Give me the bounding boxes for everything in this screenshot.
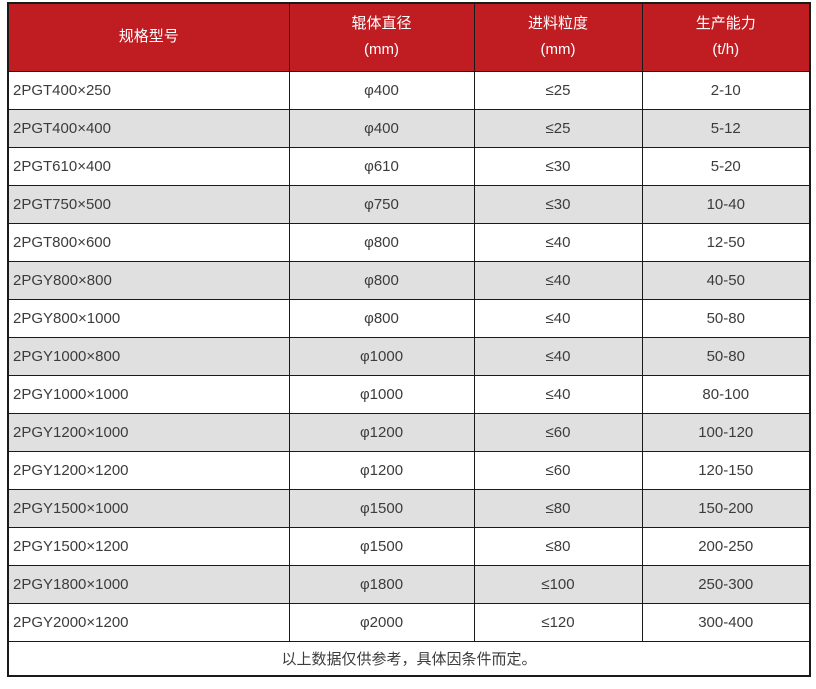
column-header-capacity-label: 生产能力 — [695, 15, 756, 33]
capacity-cell: 200-250 — [641, 526, 811, 566]
feed-size-cell: ≤30 — [473, 184, 643, 224]
capacity-cell: 250-300 — [641, 564, 811, 604]
model-cell: 2PGY2000×1200 — [7, 602, 290, 642]
column-header-roller-diameter-label: 辊体直径 — [351, 15, 412, 33]
feed-size-cell: ≤40 — [473, 260, 643, 300]
capacity-cell: 300-400 — [641, 602, 811, 642]
table-row: 2PGT800×600 φ800 ≤40 12-50 — [7, 222, 811, 262]
model-cell: 2PGY800×1000 — [7, 298, 290, 338]
spec-table-footer: 以上数据仅供参考，具体因条件而定。 — [7, 640, 811, 677]
diameter-cell: φ1000 — [288, 374, 475, 414]
capacity-cell: 5-12 — [641, 108, 811, 148]
diameter-cell: φ800 — [288, 298, 475, 338]
diameter-cell: φ1500 — [288, 488, 475, 528]
feed-size-cell: ≤80 — [473, 526, 643, 566]
spec-table: 规格型号 辊体直径 (mm) 进料粒度 (mm) 生产能力 (t/h) 2PGT… — [7, 2, 811, 677]
model-cell: 2PGT400×400 — [7, 108, 290, 148]
table-row: 2PGY1200×1200 φ1200 ≤60 120-150 — [7, 450, 811, 490]
model-cell: 2PGY800×800 — [7, 260, 290, 300]
column-header-feed-size-unit: (mm) — [540, 41, 576, 59]
footer-row: 以上数据仅供参考，具体因条件而定。 — [7, 640, 811, 677]
column-header-feed-size: 进料粒度 (mm) — [473, 2, 643, 72]
model-cell: 2PGY1800×1000 — [7, 564, 290, 604]
diameter-cell: φ610 — [288, 146, 475, 186]
table-row: 2PGY1000×800 φ1000 ≤40 50-80 — [7, 336, 811, 376]
table-row: 2PGT610×400 φ610 ≤30 5-20 — [7, 146, 811, 186]
capacity-cell: 80-100 — [641, 374, 811, 414]
table-row: 2PGY800×1000 φ800 ≤40 50-80 — [7, 298, 811, 338]
spec-table-body: 2PGT400×250 φ400 ≤25 2-10 2PGT400×400 φ400 ≤25… — [7, 70, 811, 642]
capacity-cell: 50-80 — [641, 298, 811, 338]
model-cell: 2PGY1200×1000 — [7, 412, 290, 452]
model-cell: 2PGY1000×800 — [7, 336, 290, 376]
diameter-cell: φ1500 — [288, 526, 475, 566]
diameter-cell: φ800 — [288, 222, 475, 262]
column-header-capacity-unit: (t/h) — [712, 41, 740, 59]
model-cell: 2PGY1500×1200 — [7, 526, 290, 566]
column-header-capacity: 生产能力 (t/h) — [641, 2, 811, 72]
table-row: 2PGY1500×1200 φ1500 ≤80 200-250 — [7, 526, 811, 566]
diameter-cell: φ750 — [288, 184, 475, 224]
capacity-cell: 12-50 — [641, 222, 811, 262]
table-row: 2PGY800×800 φ800 ≤40 40-50 — [7, 260, 811, 300]
feed-size-cell: ≤120 — [473, 602, 643, 642]
table-row: 2PGY1500×1000 φ1500 ≤80 150-200 — [7, 488, 811, 528]
capacity-cell: 40-50 — [641, 260, 811, 300]
table-row: 2PGY2000×1200 φ2000 ≤120 300-400 — [7, 602, 811, 642]
model-cell: 2PGY1500×1000 — [7, 488, 290, 528]
feed-size-cell: ≤30 — [473, 146, 643, 186]
feed-size-cell: ≤40 — [473, 374, 643, 414]
diameter-cell: φ400 — [288, 108, 475, 148]
capacity-cell: 10-40 — [641, 184, 811, 224]
capacity-cell: 150-200 — [641, 488, 811, 528]
model-cell: 2PGT610×400 — [7, 146, 290, 186]
table-row: 2PGT750×500 φ750 ≤30 10-40 — [7, 184, 811, 224]
model-cell: 2PGT800×600 — [7, 222, 290, 262]
diameter-cell: φ1000 — [288, 336, 475, 376]
capacity-cell: 50-80 — [641, 336, 811, 376]
column-header-feed-size-label: 进料粒度 — [527, 15, 588, 33]
capacity-cell: 2-10 — [641, 70, 811, 110]
table-row: 2PGY1800×1000 φ1800 ≤100 250-300 — [7, 564, 811, 604]
diameter-cell: φ1800 — [288, 564, 475, 604]
feed-size-cell: ≤40 — [473, 336, 643, 376]
table-row: 2PGY1000×1000 φ1000 ≤40 80-100 — [7, 374, 811, 414]
feed-size-cell: ≤60 — [473, 412, 643, 452]
feed-size-cell: ≤100 — [473, 564, 643, 604]
feed-size-cell: ≤40 — [473, 298, 643, 338]
feed-size-cell: ≤25 — [473, 108, 643, 148]
table-row: 2PGT400×400 φ400 ≤25 5-12 — [7, 108, 811, 148]
table-row: 2PGT400×250 φ400 ≤25 2-10 — [7, 70, 811, 110]
column-header-model: 规格型号 — [7, 2, 290, 72]
diameter-cell: φ1200 — [288, 450, 475, 490]
column-header-model-label: 规格型号 — [118, 28, 179, 46]
model-cell: 2PGY1200×1200 — [7, 450, 290, 490]
column-header-roller-diameter: 辊体直径 (mm) — [288, 2, 475, 72]
diameter-cell: φ2000 — [288, 602, 475, 642]
column-header-roller-diameter-unit: (mm) — [364, 41, 399, 59]
diameter-cell: φ400 — [288, 70, 475, 110]
table-row: 2PGY1200×1000 φ1200 ≤60 100-120 — [7, 412, 811, 452]
diameter-cell: φ1200 — [288, 412, 475, 452]
capacity-cell: 5-20 — [641, 146, 811, 186]
footer-note: 以上数据仅供参考，具体因条件而定。 — [7, 640, 811, 677]
model-cell: 2PGT750×500 — [7, 184, 290, 224]
feed-size-cell: ≤80 — [473, 488, 643, 528]
model-cell: 2PGY1000×1000 — [7, 374, 290, 414]
feed-size-cell: ≤60 — [473, 450, 643, 490]
capacity-cell: 100-120 — [641, 412, 811, 452]
feed-size-cell: ≤40 — [473, 222, 643, 262]
feed-size-cell: ≤25 — [473, 70, 643, 110]
diameter-cell: φ800 — [288, 260, 475, 300]
model-cell: 2PGT400×250 — [7, 70, 290, 110]
header-row: 规格型号 辊体直径 (mm) 进料粒度 (mm) 生产能力 (t/h) — [7, 2, 811, 72]
spec-table-header: 规格型号 辊体直径 (mm) 进料粒度 (mm) 生产能力 (t/h) — [7, 2, 811, 72]
capacity-cell: 120-150 — [641, 450, 811, 490]
